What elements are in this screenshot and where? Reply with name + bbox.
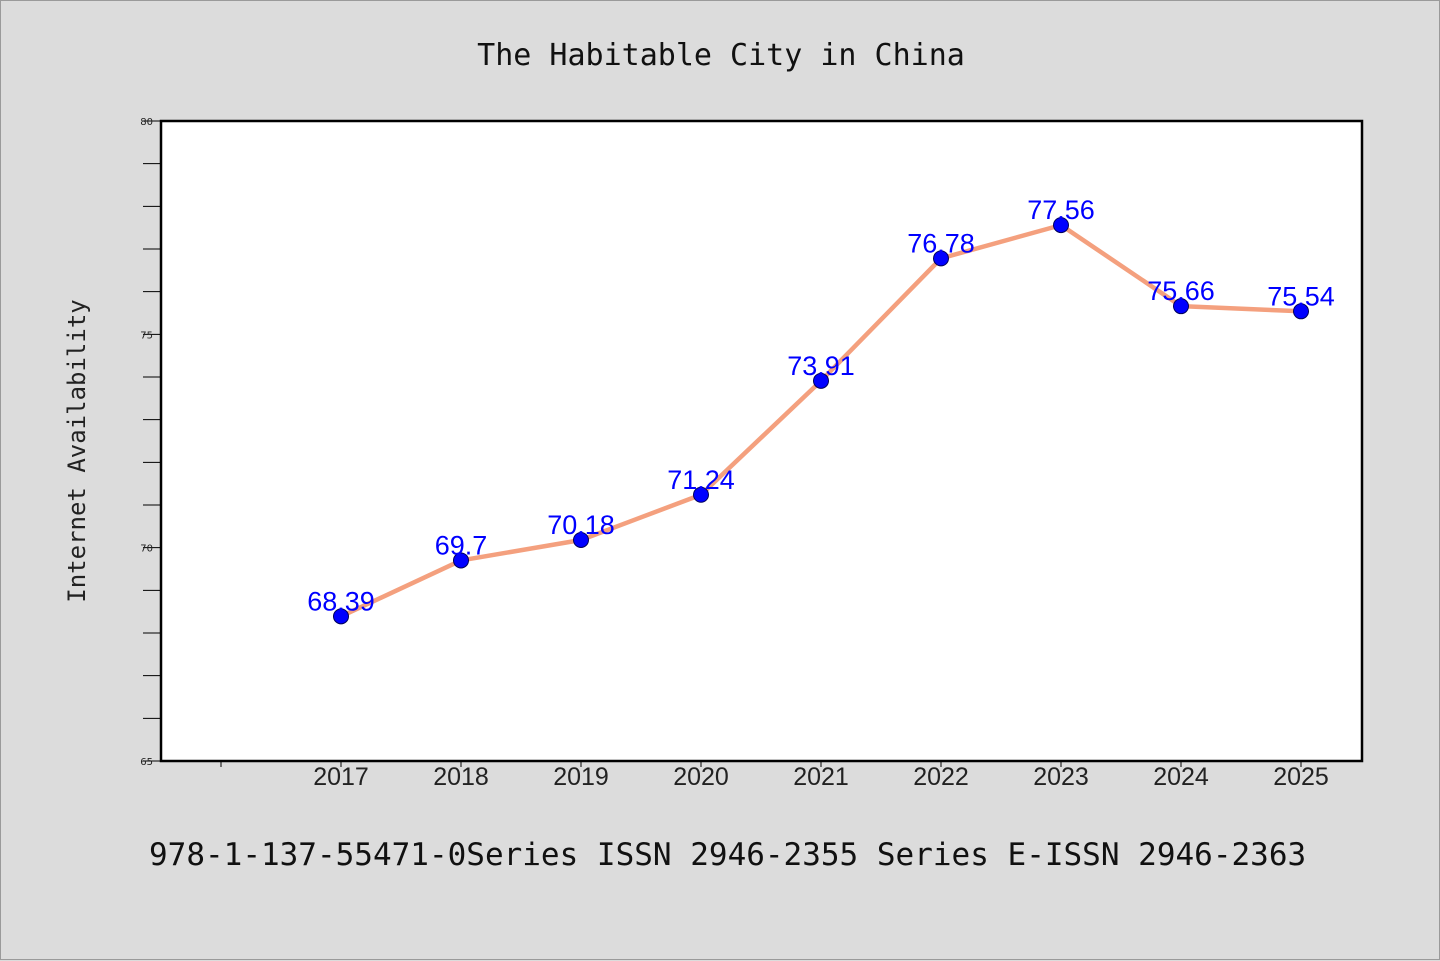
x-tick-label: 2021 <box>793 763 849 791</box>
data-point <box>573 531 589 548</box>
x-tick-label: 2019 <box>553 763 609 791</box>
chart-title: The Habitable City in China <box>477 38 965 73</box>
data-point <box>1053 217 1069 234</box>
data-label: 69.7 <box>435 530 488 560</box>
data-label: 70.18 <box>547 510 615 540</box>
data-point <box>933 250 949 267</box>
y-tick-label: 80 <box>140 117 153 128</box>
x-tick-label: 2022 <box>913 763 969 791</box>
data-labels: 68.39 69.7 70.18 71.24 73.91 76.78 77.56 75.66 7… <box>307 195 1335 616</box>
data-point <box>1293 303 1309 320</box>
series-line-group <box>333 217 1309 625</box>
x-axis: 2017 2018 2019 2020 2021 2022 2023 2024 2025 <box>220 761 1329 791</box>
x-tick-label: 2024 <box>1153 763 1209 791</box>
data-point <box>453 552 469 569</box>
x-tick-label: 2018 <box>433 763 489 791</box>
y-axis: 65 70 75 80 <box>140 117 161 768</box>
data-point <box>333 608 349 625</box>
data-label: 75.54 <box>1267 281 1335 311</box>
data-point <box>1173 298 1189 315</box>
y-tick-label: 65 <box>140 757 153 768</box>
x-tick-label: 2020 <box>673 763 729 791</box>
data-label: 77.56 <box>1027 195 1095 225</box>
x-tick-label: 2023 <box>1033 763 1089 791</box>
plot-area <box>159 119 1364 763</box>
data-point <box>813 372 829 389</box>
x-tick-label: 2017 <box>313 763 369 791</box>
y-tick-label: 70 <box>140 544 153 555</box>
data-label: 68.39 <box>307 586 375 616</box>
data-label: 71.24 <box>667 465 735 495</box>
data-label: 73.91 <box>787 351 855 381</box>
y-tick-label: 75 <box>140 330 153 341</box>
data-label: 76.78 <box>907 228 975 258</box>
footer-isbn-issn: 978-1-137-55471-0Series ISSN 2946-2355 S… <box>149 837 1306 873</box>
data-point <box>693 486 709 503</box>
x-tick-label: 2025 <box>1273 763 1329 791</box>
data-label: 75.66 <box>1147 276 1215 306</box>
y-axis-label: Internet Availability <box>63 299 91 602</box>
